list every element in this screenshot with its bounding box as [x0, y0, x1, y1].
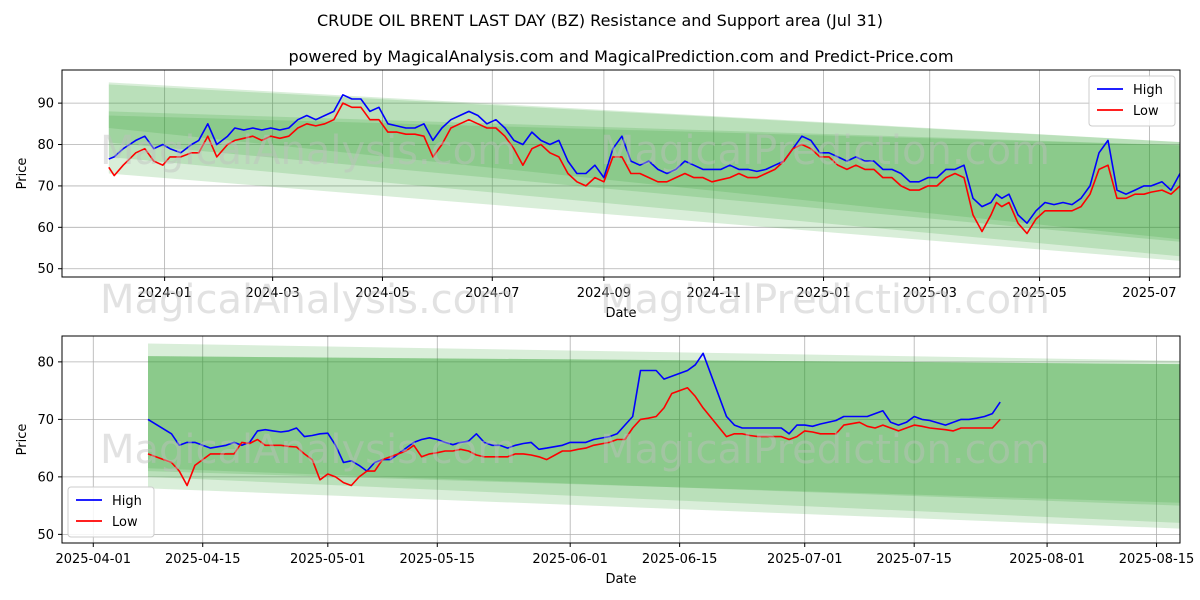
bottom-support-resistance-band-0 [148, 343, 1180, 529]
bottom-series-line-low [147, 387, 1001, 487]
top-support-resistance-band-3 [108, 115, 1180, 240]
watermark-lower-left: MagicalAnalysis.com [100, 427, 516, 473]
bottom-y-tick-label-0: 50 [37, 528, 54, 543]
top-legend-label-high: High [1133, 83, 1163, 98]
top-y-tick-label-4: 90 [37, 97, 54, 112]
top-x-tick-label-1: 2024-03 [245, 286, 299, 301]
top-series-line-high [108, 94, 1180, 224]
top-x-tick-label-6: 2025-01 [796, 286, 850, 301]
bottom-x-tick-label-1: 2025-04-15 [165, 552, 241, 567]
top-x-tick-label-2: 2024-05 [355, 286, 409, 301]
top-x-tick-label-9: 2025-07 [1122, 286, 1176, 301]
top-y-tick-label-1: 60 [37, 221, 54, 236]
top-x-tick-label-5: 2024-11 [687, 286, 741, 301]
bottom-y-tick-label-2: 70 [37, 413, 54, 428]
bottom-x-tick-label-2: 2025-05-01 [290, 552, 366, 567]
top-y-tick-label-0: 50 [37, 262, 54, 277]
bottom-support-resistance-band-3 [148, 356, 1180, 503]
top-x-tick-label-8: 2025-05 [1012, 286, 1066, 301]
bottom-y-tick-label-3: 80 [37, 355, 54, 370]
bottom-legend-label-high: High [112, 494, 142, 509]
top-y-tick-label-3: 80 [37, 138, 54, 153]
top-panel: 2024-01 2024-03 2024-05 2024-07 2024-09 2024-… [15, 69, 1181, 321]
top-support-resistance-band-0 [108, 82, 1180, 261]
top-series-line-low [108, 102, 1180, 235]
bottom-series-line-high [147, 352, 1001, 472]
bottom-x-axis-label: Date [605, 572, 636, 587]
top-legend-label-low: Low [1133, 104, 1159, 119]
top-x-tick-label-3: 2024-07 [465, 286, 519, 301]
bottom-axes-frame [61, 335, 1181, 544]
top-support-resistance-band-1 [108, 84, 1180, 257]
bottom-x-tick-label-3: 2025-05-15 [399, 552, 475, 567]
bottom-y-tick-label-1: 60 [37, 470, 54, 485]
bottom-support-resistance-band-2 [148, 356, 1180, 506]
bottom-x-tick-label-9: 2025-08-15 [1119, 552, 1195, 567]
top-x-tick-label-0: 2024-01 [137, 286, 191, 301]
bottom-x-tick-label-8: 2025-08-01 [1009, 552, 1085, 567]
top-x-axis-label: Date [605, 306, 636, 321]
bottom-y-axis-label: Price [15, 424, 30, 456]
bottom-x-tick-label-5: 2025-06-15 [642, 552, 718, 567]
bottom-x-tick-label-7: 2025-07-15 [876, 552, 952, 567]
bottom-x-tick-label-4: 2025-06-01 [532, 552, 608, 567]
watermark-lower-right: MagicalPrediction.com [600, 427, 1050, 473]
top-legend: High Low [1088, 75, 1176, 127]
top-axes-frame [61, 69, 1181, 278]
bottom-legend: High Low [67, 486, 155, 538]
top-x-tick-label-7: 2025-03 [903, 286, 957, 301]
top-x-tick-label-4: 2024-09 [577, 286, 631, 301]
chart-subtitle: powered by MagicalAnalysis.com and Magic… [288, 47, 953, 66]
watermarks: MagicalAnalysis.com MagicalPrediction.co… [100, 128, 1050, 473]
bottom-x-tick-label-6: 2025-07-01 [767, 552, 843, 567]
bottom-legend-label-low: Low [112, 515, 138, 530]
bottom-panel: 2025-04-01 2025-04-15 2025-05-01 2025-05-15… [15, 335, 1195, 587]
watermark-top-left: MagicalAnalysis.com [100, 128, 516, 174]
watermark-bottom-left: MagicalAnalysis.com [100, 277, 516, 323]
top-y-axis-label: Price [15, 158, 30, 190]
bottom-x-tick-label-0: 2025-04-01 [55, 552, 131, 567]
watermark-bottom-right: MagicalPrediction.com [600, 277, 1050, 323]
watermark-top-right: MagicalPrediction.com [600, 128, 1050, 174]
bottom-support-resistance-band-1 [148, 356, 1180, 523]
chart-title: CRUDE OIL BRENT LAST DAY (BZ) Resistance… [317, 11, 883, 30]
top-support-resistance-band-2 [108, 111, 1180, 242]
top-y-tick-label-2: 70 [37, 179, 54, 194]
